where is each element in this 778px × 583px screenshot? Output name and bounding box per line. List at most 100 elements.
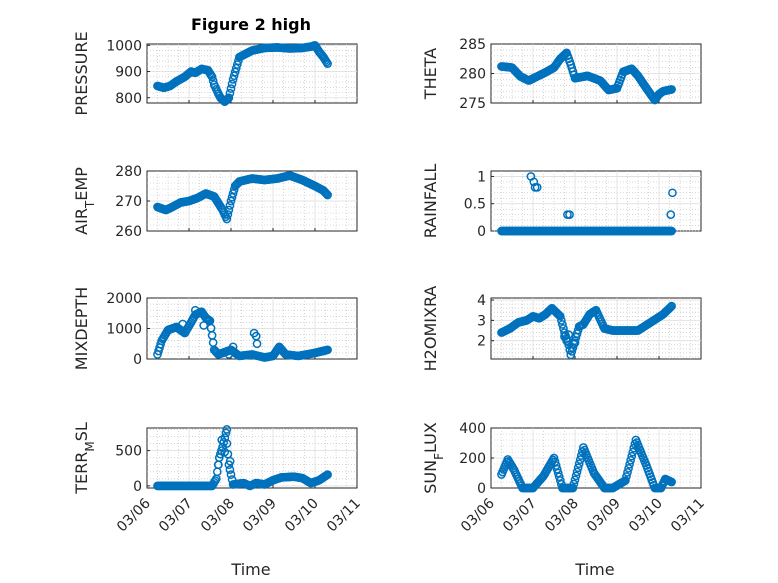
data-point [568,483,578,493]
data-point [224,350,234,359]
data-point [532,183,542,192]
data-point [225,88,235,98]
data-point [573,463,583,473]
data-point [230,67,240,77]
y-tick-label: 1000 [106,38,142,54]
data-point [226,470,236,479]
y-tick-label: 400 [459,421,486,437]
data-point [322,189,331,199]
subplot-theta: 275 280 285 [459,37,702,112]
y-tick-label: 3 [477,313,486,329]
y-tick-label: 0 [477,224,486,240]
data-point [225,201,235,210]
data-point [252,339,262,349]
data-point [321,188,330,198]
y-axis-label: PRESSURE [72,31,91,115]
data-point [178,319,188,329]
data-point [550,457,560,467]
x-axis-label-right: Time [574,560,614,579]
data-point [666,302,675,312]
data-point [558,320,567,329]
data-point [228,189,238,198]
subplot-pressure: 800 900 1000 [106,38,358,107]
data-point [323,345,332,355]
x-tick-label: 03/07 [156,496,196,536]
data-point [223,210,233,219]
data-point [227,192,237,202]
data-point [221,428,231,438]
y-axis-label: SUNFLUX [421,422,446,494]
data-point [570,475,580,485]
data-point [621,476,630,485]
subplot-sun-flux: 0 200 400 03/06 03/07 03/08 03/09 03/10 03/11 [458,421,708,535]
data-point [551,461,561,470]
subplot-terr-msl: 0 500 03/06 03/07 03/08 03/09 03/10 03/11 [114,425,364,536]
y-tick-label: 260 [115,224,142,240]
data-point [625,459,634,469]
y-tick-label: 0 [477,481,486,497]
subplot-air-temp: 260 270 280 [115,164,358,240]
data-point [569,479,579,489]
data-point [565,210,574,219]
data-point [227,79,237,89]
x-tick-label: 03/09 [240,496,280,536]
data-point [666,210,676,219]
data-point [223,94,233,104]
subplot-mixdepth: 0 1000 2000 [106,291,358,368]
y-tick-label: 1000 [106,322,142,338]
data-point [667,226,676,236]
data-point [222,214,232,224]
x-tick-label: 03/06 [114,495,154,535]
x-tick-label: 03/10 [626,496,666,536]
x-tick-label: 03/07 [500,496,540,536]
x-tick-label: 03/06 [458,495,498,535]
data-point [207,72,217,82]
data-point [564,330,574,339]
data-point [220,447,230,457]
x-tick-label: 03/09 [584,496,624,536]
subplot-rainfall: 00.51 [464,169,702,240]
data-point [553,468,563,478]
y-axis-label: THETA [421,48,440,100]
data-point [225,456,235,466]
data-point [225,465,235,474]
data-point [217,435,227,445]
data-point [557,316,566,325]
subplot-h2omixra: 2 3 4 [477,293,702,360]
y-axis-label: RAINFALL [421,164,440,239]
data-point [232,60,242,69]
y-tick-label: 200 [459,451,486,467]
data-point [665,303,674,313]
data-point [224,93,234,103]
data-point [623,468,632,477]
data-point [627,451,637,461]
data-point [554,310,564,320]
data-point [231,63,241,73]
x-tick-label: 03/08 [198,496,238,536]
data-point [226,84,236,93]
data-point [570,338,580,348]
data-point [555,311,565,321]
x-axis-label-left: Time [230,560,270,579]
data-point [624,464,633,473]
y-axis-label: MIXDEPTH [72,287,91,370]
y-axis-label: AIRTEMP [72,167,97,235]
data-point [668,188,677,198]
data-point [323,190,332,200]
data-point [190,305,200,315]
data-point [571,471,581,481]
y-tick-label: 500 [115,444,142,460]
data-point [222,425,232,434]
data-point [622,472,631,481]
data-point [214,460,223,470]
data-point [667,85,676,94]
data-point [554,472,564,482]
y-tick-label: 0 [133,479,142,495]
data-point [555,476,565,485]
y-axis-label: TERRMSL [72,422,97,495]
data-point [226,196,236,206]
data-point [323,59,332,69]
x-tick-label: 03/11 [668,496,708,536]
